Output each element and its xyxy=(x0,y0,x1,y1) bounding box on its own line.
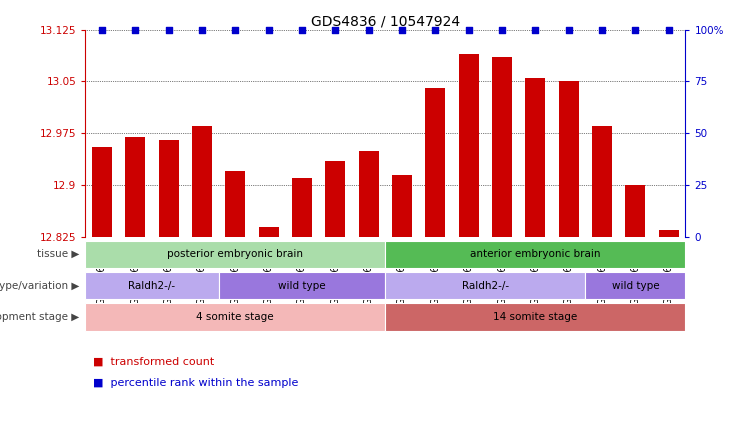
Text: 4 somite stage: 4 somite stage xyxy=(196,312,274,322)
Bar xyxy=(592,126,612,237)
Bar xyxy=(92,147,112,237)
Bar xyxy=(525,78,545,237)
Text: wild type: wild type xyxy=(278,280,326,291)
Point xyxy=(262,26,274,33)
Bar xyxy=(292,178,312,237)
Bar xyxy=(325,161,345,237)
Bar xyxy=(85,303,385,330)
Point xyxy=(130,26,142,33)
Text: wild type: wild type xyxy=(611,280,659,291)
Text: ■  percentile rank within the sample: ■ percentile rank within the sample xyxy=(93,378,298,388)
Bar xyxy=(385,241,685,268)
Bar xyxy=(125,137,145,237)
Text: Raldh2-/-: Raldh2-/- xyxy=(462,280,509,291)
Text: ■  transformed count: ■ transformed count xyxy=(93,357,214,367)
Bar xyxy=(625,185,645,237)
Bar xyxy=(359,151,379,237)
Point xyxy=(596,26,608,33)
Bar xyxy=(219,272,385,299)
Point xyxy=(229,26,241,33)
Point xyxy=(162,26,175,33)
Bar xyxy=(459,54,479,237)
Bar xyxy=(585,272,685,299)
Point xyxy=(96,26,108,33)
Text: tissue ▶: tissue ▶ xyxy=(37,249,79,259)
Point xyxy=(529,26,541,33)
Bar xyxy=(259,226,279,237)
Bar xyxy=(392,175,412,237)
Text: development stage ▶: development stage ▶ xyxy=(0,312,79,322)
Text: genotype/variation ▶: genotype/variation ▶ xyxy=(0,280,79,291)
Bar xyxy=(492,57,512,237)
Point xyxy=(196,26,207,33)
Point xyxy=(296,26,308,33)
Bar xyxy=(192,126,212,237)
Text: 14 somite stage: 14 somite stage xyxy=(494,312,577,322)
Point xyxy=(396,26,408,33)
Bar xyxy=(385,303,685,330)
Bar xyxy=(85,241,385,268)
Point xyxy=(663,26,675,33)
Bar xyxy=(425,88,445,237)
Bar xyxy=(659,230,679,237)
Point xyxy=(462,26,474,33)
Point xyxy=(329,26,341,33)
Text: posterior embryonic brain: posterior embryonic brain xyxy=(167,249,303,259)
Text: anterior embryonic brain: anterior embryonic brain xyxy=(470,249,601,259)
Point xyxy=(563,26,575,33)
Bar xyxy=(559,81,579,237)
Bar xyxy=(85,272,219,299)
Bar xyxy=(385,272,585,299)
Text: Raldh2-/-: Raldh2-/- xyxy=(128,280,176,291)
Bar xyxy=(225,171,245,237)
Point xyxy=(496,26,508,33)
Point xyxy=(362,26,374,33)
Point xyxy=(630,26,642,33)
Title: GDS4836 / 10547924: GDS4836 / 10547924 xyxy=(310,14,460,28)
Point xyxy=(429,26,441,33)
Bar xyxy=(159,140,179,237)
